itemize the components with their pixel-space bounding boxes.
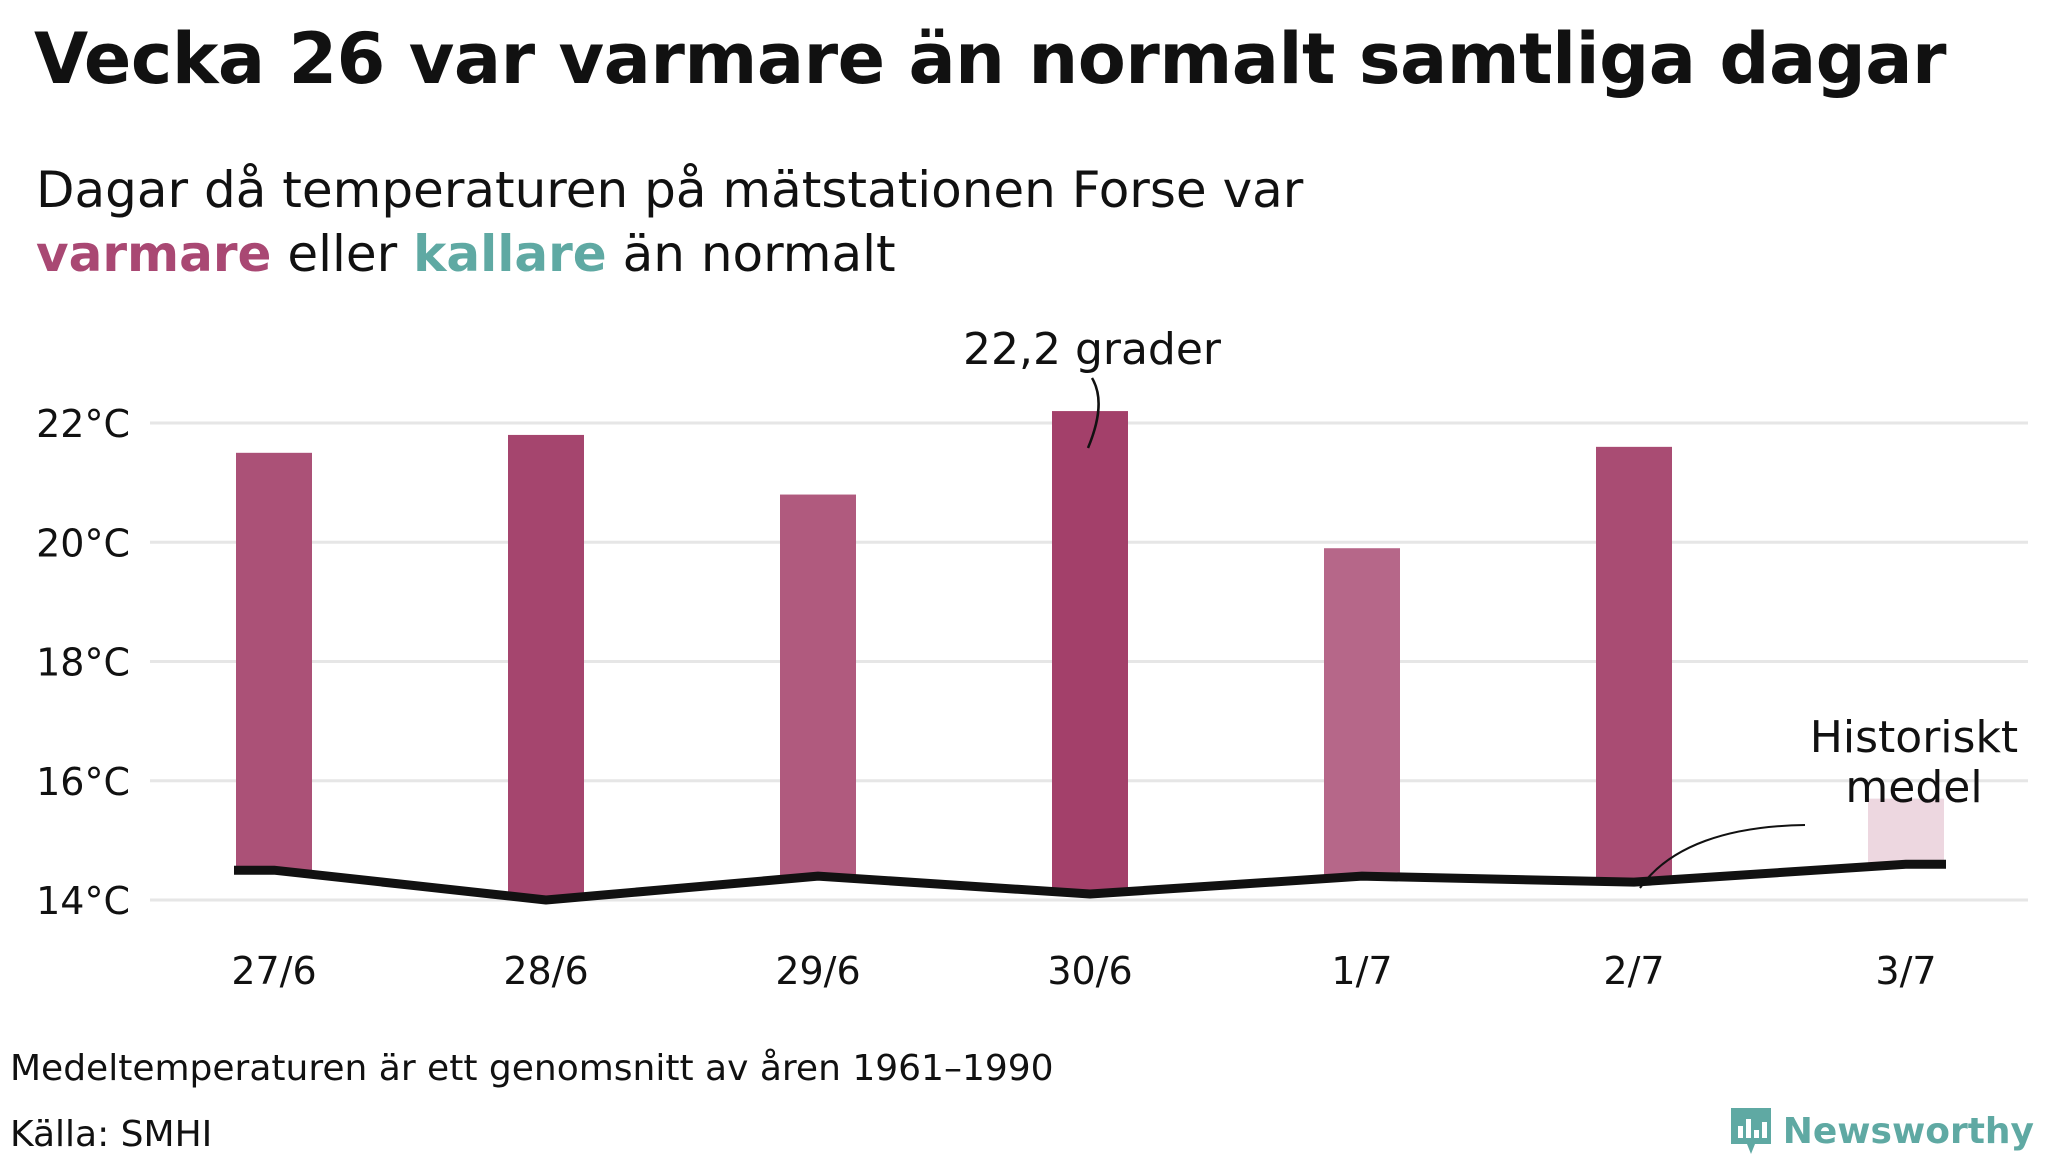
y-tick-label: 14°C xyxy=(36,879,130,923)
y-tick-label: 18°C xyxy=(36,641,130,685)
normal-annotation-connector xyxy=(1639,824,1806,889)
temperature-bar xyxy=(236,452,312,871)
normal-annotation-label: medel xyxy=(1845,762,1982,813)
newsworthy-logo-icon xyxy=(1730,1108,1771,1154)
footnote: Medeltemperaturen är ett genomsnitt av å… xyxy=(10,1048,1054,1089)
temperature-bar xyxy=(1596,446,1672,883)
brand: Newsworthy xyxy=(1729,1106,2034,1156)
x-tick-label: 3/7 xyxy=(1875,949,1936,993)
x-tick-label: 29/6 xyxy=(775,949,860,993)
chart-title: Vecka 26 var varmare än normalt samtliga… xyxy=(34,18,1947,100)
subtitle-line-2: varmare eller kallare än normalt xyxy=(36,222,1303,286)
brand-name: Newsworthy xyxy=(1782,1110,2034,1152)
x-tick-label: 27/6 xyxy=(231,949,316,993)
temperature-bar xyxy=(1868,798,1944,865)
temperature-bar xyxy=(1324,548,1400,877)
x-tick-label: 2/7 xyxy=(1603,949,1664,993)
subtitle-cold-word: kallare xyxy=(413,225,607,283)
subtitle-mid-word: eller xyxy=(287,225,398,283)
temperature-bar xyxy=(1052,411,1128,895)
subtitle-warm-word: varmare xyxy=(36,225,272,283)
max-annotation-label: 22,2 grader xyxy=(963,324,1222,375)
x-tick-label: 1/7 xyxy=(1331,949,1392,993)
x-tick-label: 30/6 xyxy=(1047,949,1132,993)
normal-annotation-label: Historiskt xyxy=(1810,712,2018,763)
temperature-bar-chart: 22°C 20°C 18°C 16°C 14°C 27/6 28/6 29/6 30/6 1/7 2… xyxy=(36,324,2028,993)
x-tick-label: 28/6 xyxy=(503,949,588,993)
y-tick-label: 22°C xyxy=(36,402,130,446)
max-annotation-connector xyxy=(1086,377,1100,449)
subtitle-line-1: Dagar då temperaturen på mätstationen Fo… xyxy=(36,161,1304,219)
normal-temperature-line xyxy=(234,859,1946,905)
subtitle-end-words: än normalt xyxy=(622,225,896,283)
source-label: Källa: SMHI xyxy=(10,1114,213,1155)
y-tick-label: 16°C xyxy=(36,760,130,804)
y-tick-label: 20°C xyxy=(36,521,130,565)
temperature-bar xyxy=(780,494,856,877)
chart-subtitle: Dagar då temperaturen på mätstationen Fo… xyxy=(36,158,1303,286)
temperature-bar xyxy=(508,434,584,900)
